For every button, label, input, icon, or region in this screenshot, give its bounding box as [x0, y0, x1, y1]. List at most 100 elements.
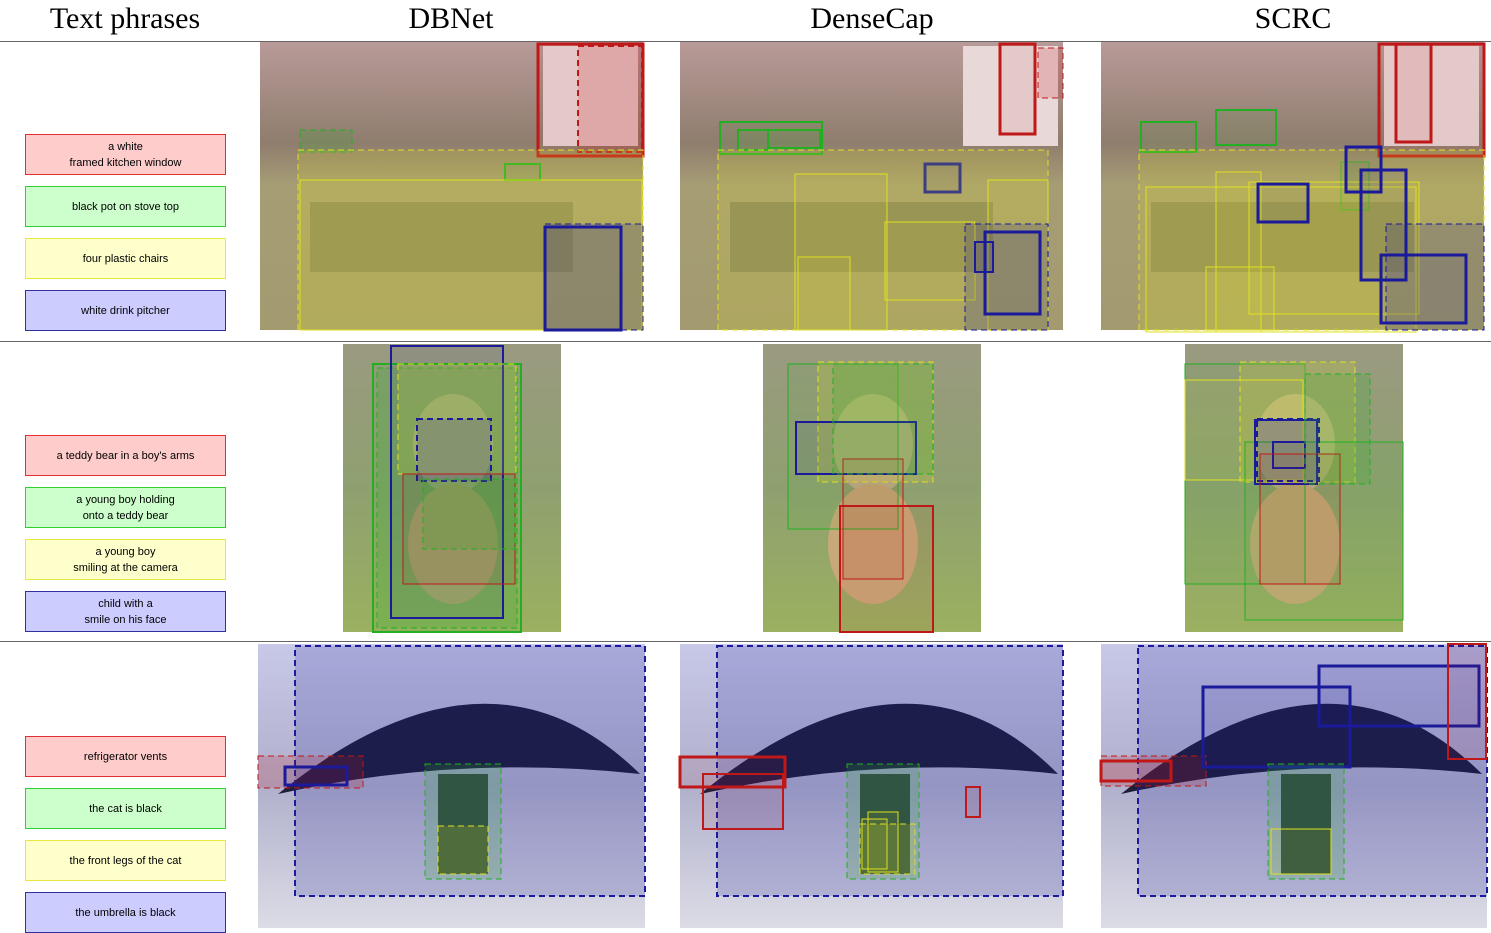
- photo: [680, 42, 1064, 331]
- bounding-box: [1304, 373, 1371, 485]
- bounding-box: [1270, 828, 1332, 875]
- phrase-box: the cat is black: [25, 788, 226, 829]
- bounding-box: [544, 223, 644, 331]
- bounding-box: [1205, 266, 1275, 331]
- bounding-box: [299, 129, 353, 153]
- photo: [1099, 643, 1488, 928]
- bounding-box: [678, 755, 787, 789]
- bounding-box: [376, 367, 518, 629]
- phrase-box: white drink pitcher: [25, 290, 226, 331]
- bounding-box: [1215, 171, 1262, 333]
- bounding-box: [1145, 186, 1417, 333]
- bounding-box: [767, 129, 821, 149]
- bear: [1250, 484, 1340, 604]
- bounding-box: [987, 179, 1049, 331]
- bounding-box: [964, 223, 1049, 331]
- bounding-box: [998, 42, 1037, 136]
- bounding-box: [1138, 149, 1485, 331]
- bounding-box: [1447, 643, 1487, 760]
- bounding-box: [1256, 182, 1310, 224]
- phrase-box: four plastic chairs: [25, 238, 226, 279]
- bounding-box: [422, 478, 516, 550]
- bounding-box: [702, 773, 784, 830]
- column-header: SCRC: [1254, 2, 1332, 35]
- bounding-box: [1359, 168, 1408, 282]
- column-header: Text phrases: [49, 2, 201, 35]
- bounding-box: [859, 823, 916, 875]
- bounding-box: [577, 45, 643, 153]
- bounding-box: [1272, 441, 1306, 469]
- bounding-box: [1259, 453, 1341, 585]
- photo: [257, 644, 646, 928]
- bounding-box: [832, 363, 934, 475]
- bounding-box: [846, 763, 920, 880]
- bounding-box: [1254, 419, 1318, 485]
- bounding-box: [842, 458, 904, 580]
- bear: [408, 484, 498, 604]
- photo: [1101, 42, 1486, 333]
- bounding-box: [536, 42, 645, 158]
- bounding-box: [416, 418, 492, 482]
- bounding-box: [1184, 379, 1304, 481]
- phrase-box: refrigerator vents: [25, 736, 226, 777]
- bounding-box: [437, 825, 489, 875]
- table: [730, 202, 993, 272]
- bounding-box: [294, 645, 646, 897]
- bounding-box: [797, 256, 851, 331]
- bounding-box: [965, 786, 981, 818]
- bounding-box: [543, 225, 623, 332]
- bounding-box: [737, 129, 769, 151]
- bounding-box: [1239, 361, 1356, 483]
- phrase-box: child with a smile on his face: [25, 591, 226, 632]
- bounding-box: [1256, 418, 1320, 482]
- phrase-box: a teddy bear in a boy's arms: [25, 435, 226, 476]
- phrase-box: a young boy smiling at the camera: [25, 539, 226, 580]
- umbrella: [700, 703, 1058, 794]
- face: [833, 394, 913, 494]
- photo: [1184, 344, 1404, 632]
- cat: [438, 774, 488, 874]
- bounding-box: [839, 505, 934, 633]
- bounding-box: [402, 473, 516, 585]
- bounding-box: [1215, 109, 1277, 146]
- bounding-box: [794, 173, 888, 331]
- bounding-box: [1394, 42, 1433, 144]
- bear: [828, 484, 918, 604]
- column-header: DenseCap: [810, 2, 934, 35]
- photo: [678, 644, 1064, 928]
- bounding-box: [884, 221, 976, 301]
- photo: [343, 344, 561, 633]
- bounding-box: [974, 241, 994, 273]
- phrase-box: a young boy holding onto a teddy bear: [25, 487, 226, 528]
- phrase-box: the umbrella is black: [25, 892, 226, 933]
- rules: [0, 41, 1491, 642]
- bounding-box: [1248, 181, 1420, 315]
- table: [310, 202, 573, 272]
- bounding-box: [795, 421, 917, 475]
- bounding-box: [1140, 121, 1197, 153]
- bounding-box: [1244, 441, 1404, 621]
- bounding-box: [1385, 223, 1485, 331]
- bounding-box: [299, 179, 643, 331]
- bounding-box: [1037, 47, 1064, 99]
- bounding-box: [1317, 664, 1481, 728]
- bounding-box: [1100, 755, 1207, 787]
- umbrella: [278, 703, 640, 794]
- bounding-box: [867, 811, 899, 873]
- bounding-box: [923, 162, 962, 194]
- window: [543, 46, 638, 146]
- photo: [763, 344, 981, 633]
- bounding-box: [283, 765, 349, 787]
- window: [963, 46, 1058, 146]
- cat: [1281, 774, 1331, 874]
- bounding-box: [861, 818, 888, 870]
- column-header: DBNet: [408, 2, 494, 35]
- bounding-box: [1379, 253, 1468, 325]
- phrase-box: black pot on stove top: [25, 186, 226, 227]
- phrase-box: a white framed kitchen window: [25, 134, 226, 175]
- bounding-box: [716, 645, 1064, 897]
- phrase-box: the front legs of the cat: [25, 840, 226, 881]
- photo: [260, 42, 645, 332]
